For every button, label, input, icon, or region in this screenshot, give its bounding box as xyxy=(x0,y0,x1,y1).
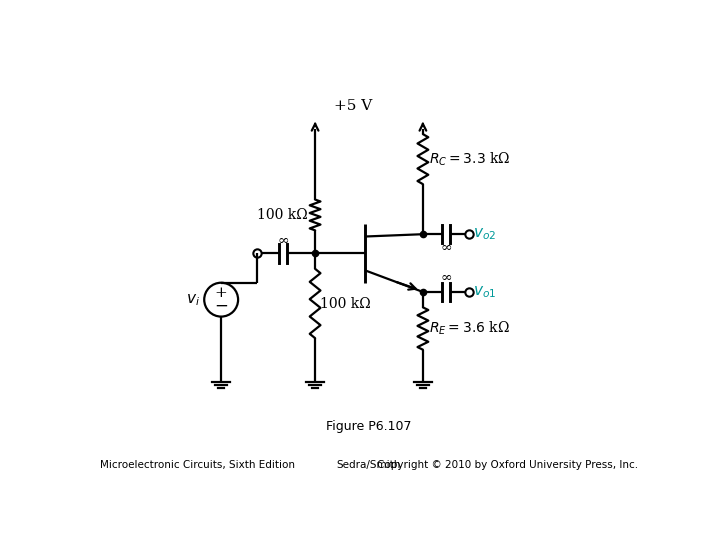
Text: $R_E = 3.6$ kΩ: $R_E = 3.6$ kΩ xyxy=(429,320,510,337)
Text: $v_i$: $v_i$ xyxy=(186,292,199,307)
Text: +5 V: +5 V xyxy=(335,99,373,113)
Text: $v_{o2}$: $v_{o2}$ xyxy=(473,226,496,242)
Text: ∞: ∞ xyxy=(277,234,289,248)
Text: 100 kΩ: 100 kΩ xyxy=(320,296,371,310)
Text: ∞: ∞ xyxy=(440,271,451,285)
Text: Figure P6.107: Figure P6.107 xyxy=(326,420,412,433)
Text: +: + xyxy=(215,287,228,300)
Text: $v_{o1}$: $v_{o1}$ xyxy=(473,284,496,300)
Text: ∞: ∞ xyxy=(440,241,451,255)
Text: Copyright © 2010 by Oxford University Press, Inc.: Copyright © 2010 by Oxford University Pr… xyxy=(377,460,639,470)
Text: Sedra/Smith: Sedra/Smith xyxy=(337,460,401,470)
Text: −: − xyxy=(215,298,228,314)
Text: 100 kΩ: 100 kΩ xyxy=(256,208,307,222)
Text: $R_C = 3.3$ kΩ: $R_C = 3.3$ kΩ xyxy=(429,151,510,168)
Text: Microelectronic Circuits, Sixth Edition: Microelectronic Circuits, Sixth Edition xyxy=(99,460,294,470)
